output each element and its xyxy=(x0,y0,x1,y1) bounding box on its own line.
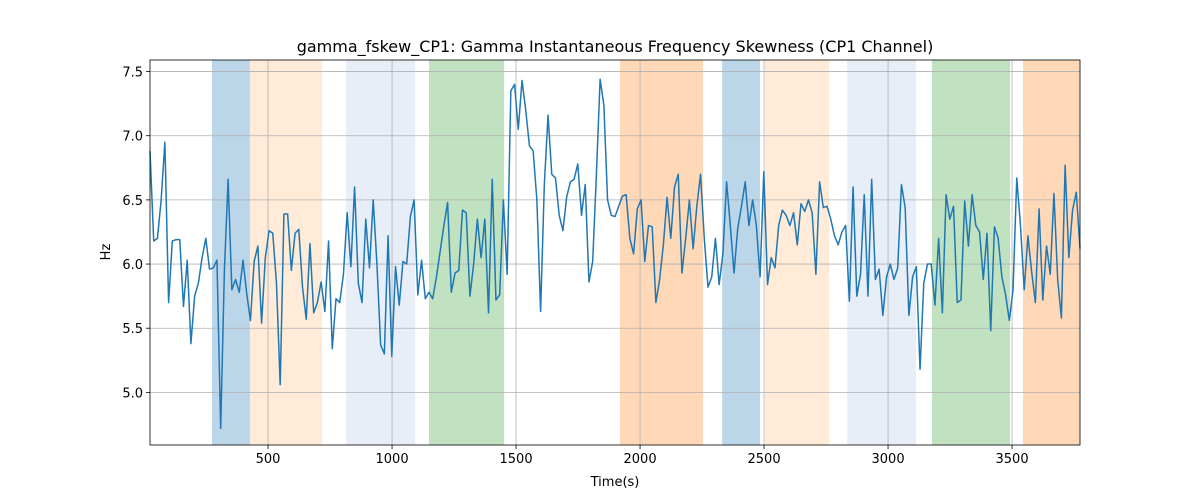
y-tick-label: 5.5 xyxy=(122,322,143,337)
x-tick-label: 1000 xyxy=(376,452,409,467)
shaded-span xyxy=(722,60,761,445)
shaded-span xyxy=(847,60,917,445)
y-axis-label: Hz xyxy=(99,244,114,261)
x-tick-label: 500 xyxy=(256,452,281,467)
y-tick-label: 5.0 xyxy=(122,386,143,401)
plot-frame xyxy=(149,59,1081,446)
x-tick-label: 2500 xyxy=(748,452,781,467)
x-axis-label: Time(s) xyxy=(590,475,640,490)
x-tick-label: 1500 xyxy=(500,452,533,467)
chart-title: gamma_fskew_CP1: Gamma Instantaneous Fre… xyxy=(297,37,934,57)
x-tick-label: 3500 xyxy=(996,452,1029,467)
y-tick-label: 7.5 xyxy=(122,66,143,81)
shaded-span xyxy=(429,60,505,445)
shaded-span xyxy=(249,60,323,445)
shaded-span xyxy=(765,60,830,445)
shaded-span xyxy=(619,60,704,445)
x-tick-label: 3000 xyxy=(872,452,905,467)
y-tick-label: 6.0 xyxy=(122,258,143,273)
data-line xyxy=(149,78,1081,430)
x-tick-label: 2000 xyxy=(624,452,657,467)
y-tick-label: 7.0 xyxy=(122,130,143,145)
y-tick-label: 6.5 xyxy=(122,194,143,209)
